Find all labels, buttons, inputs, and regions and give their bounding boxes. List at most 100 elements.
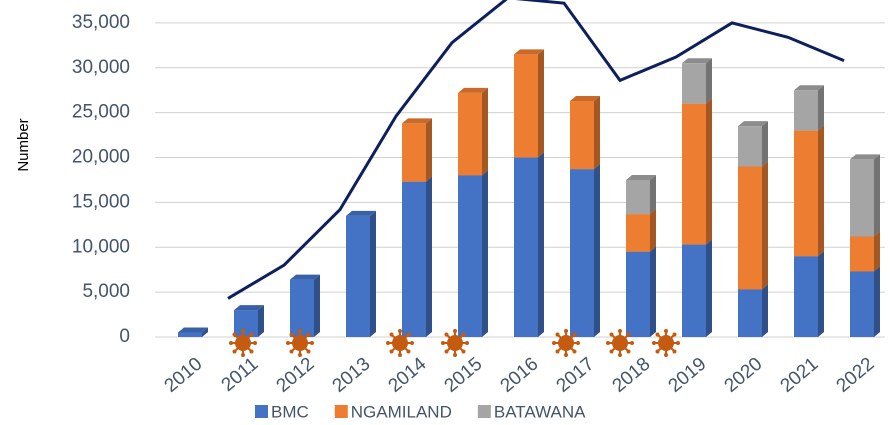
bar-side [426,176,432,337]
bar-segment [626,246,656,337]
virus-knob [465,341,469,345]
bar-segment [514,152,544,337]
bar-front [738,166,762,290]
bar-front [178,332,202,337]
virus-knob [461,332,466,337]
virus-knob [249,349,254,354]
virus-knob [555,349,560,354]
virus-icon [286,329,314,357]
bar-side [818,125,824,257]
virus-knob [453,353,457,357]
bar-segment [794,251,824,337]
bar-side [594,164,600,337]
virus-knob [453,329,457,333]
bar-side [706,58,712,104]
virus-knob [241,353,245,357]
bar-side [594,95,600,170]
virus-knob [286,341,290,345]
virus-knob [626,332,631,337]
virus-knob [249,332,254,337]
bar-segment [402,118,432,182]
bar-segment [738,161,768,290]
bar-segment [234,305,264,337]
bar-segment [458,87,488,176]
virus-knob [618,353,622,357]
x-tick-label: 2020 [721,354,767,397]
legend-swatch [477,405,491,418]
virus-knob [410,341,414,345]
virus-knob [676,341,680,345]
bar-top [682,58,712,64]
virus-knob [606,341,610,345]
bar-side [706,239,712,337]
bar-front [234,310,258,337]
bar-front [514,157,538,337]
bar-front [850,271,874,337]
x-tick-label: 2019 [665,354,711,397]
virus-knob [289,332,294,337]
virus-icon [652,329,680,357]
virus-knob [576,341,580,345]
bar-segment [346,210,376,337]
x-tick-label: 2013 [329,354,375,397]
bar-top [794,85,824,91]
bar-side [258,305,264,337]
virus-knob [618,329,622,333]
virus-knob [298,329,302,333]
bar-side [370,210,376,337]
virus-knob [441,341,445,345]
x-tick-label: 2022 [833,354,879,397]
virus-knob [406,349,411,354]
legend-label: NGAMILAND [351,402,452,421]
bar-top [234,305,264,311]
virus-knob [253,341,257,345]
virus-knob [232,349,237,354]
virus-body [658,335,674,351]
bar-segment [794,125,824,257]
bar-top [458,87,488,93]
bar-front [626,214,650,252]
bar-segment [626,174,656,215]
virus-knob [572,332,577,337]
bar-front [738,126,762,167]
virus-knob [232,332,237,337]
virus-knob [310,341,314,345]
bar-segment [682,58,712,104]
virus-knob [655,332,660,337]
virus-knob [564,329,568,333]
legend-swatch [334,405,348,418]
bar-segment [570,95,600,170]
bar-top [290,274,320,280]
y-tick-label: 35,000 [72,12,130,33]
bar-side [650,209,656,252]
virus-knob [389,332,394,337]
x-tick-label: 2017 [553,354,599,397]
virus-knob [386,341,390,345]
bar-segment [850,231,880,272]
y-tick-label: 5,000 [82,281,130,302]
virus-knob [306,349,311,354]
virus-knob [298,353,302,357]
virus-knob [289,349,294,354]
virus-knob [461,349,466,354]
bar-front [794,256,818,337]
virus-knob [241,329,245,333]
x-tick-label: 2012 [273,354,319,397]
legend-label: BATAWANA [494,402,586,421]
x-tick-label: 2018 [609,354,655,397]
y-tick-label: 10,000 [72,236,130,257]
virus-knob [555,332,560,337]
bar-segment [682,239,712,337]
bar-segment [850,266,880,337]
virus-body [612,335,628,351]
y-tick-label: 15,000 [72,191,130,212]
bar-side [874,154,880,237]
bar-front [850,159,874,237]
x-tick-label: 2010 [161,354,207,397]
bar-segment [290,274,320,337]
bar-side [762,161,768,290]
bar-segment [850,154,880,237]
bar-front [850,236,874,272]
bar-top [402,118,432,124]
virus-knob [406,332,411,337]
